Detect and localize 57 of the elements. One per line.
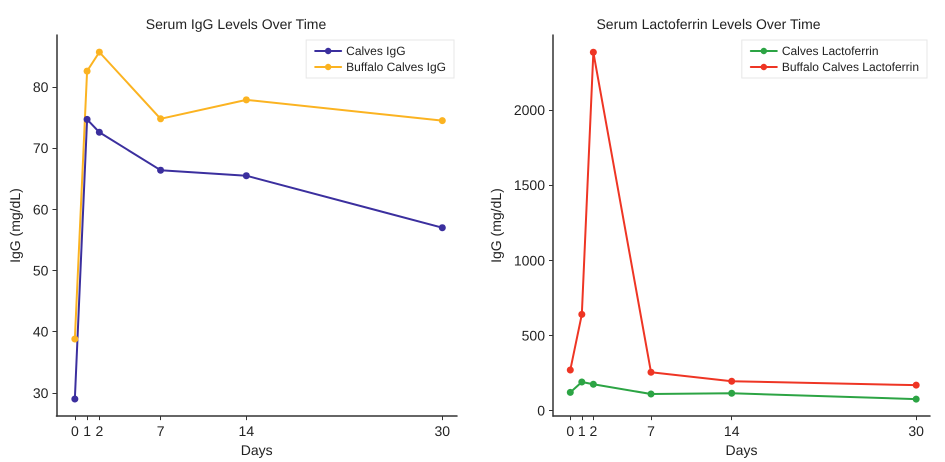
point: [578, 378, 586, 386]
x-tick-label: 14: [724, 423, 740, 440]
point: [71, 395, 78, 402]
point: [84, 68, 91, 75]
point: [566, 388, 574, 396]
point: [84, 116, 91, 123]
y-tick-label: 60: [32, 201, 49, 218]
x-tick-label: 0: [70, 423, 79, 440]
point: [590, 380, 597, 388]
x-tick-label: 7: [156, 423, 165, 440]
x-tick-label: 30: [908, 423, 924, 440]
legend-label: Calves Lactoferrin: [782, 44, 879, 58]
y-tick-label: 70: [32, 140, 49, 156]
x-tick-label: 2: [95, 423, 104, 440]
y-tick-label: 0: [537, 402, 546, 419]
y-tick-label: 2000: [514, 102, 546, 118]
y-tick-label: 1500: [514, 177, 546, 194]
x-axis-title: Days: [240, 442, 273, 458]
point: [912, 396, 920, 403]
point: [912, 382, 920, 389]
point: [242, 172, 250, 180]
legend-label: Calves IgG: [346, 44, 406, 58]
y-axis-title: IgG (mg/dL): [488, 188, 504, 263]
x-tick-label: 7: [647, 423, 656, 440]
point: [728, 390, 736, 397]
point: [728, 378, 736, 385]
y-tick-label: 1000: [514, 252, 546, 268]
y-tick-label: 500: [522, 327, 546, 344]
x-tick-label: 30: [434, 423, 450, 440]
point: [157, 115, 164, 122]
point: [438, 117, 446, 124]
x-tick-label: 14: [238, 423, 254, 440]
x-tick-label: 1: [83, 423, 92, 440]
point: [648, 390, 654, 398]
y-tick-label: 30: [32, 384, 49, 401]
x-tick-label: 2: [589, 423, 598, 440]
chart-title: Serum IgG Levels Over Time: [146, 16, 326, 32]
point: [438, 224, 446, 232]
point: [590, 48, 597, 56]
legend-label: Buffalo Calves Lactoferrin: [782, 60, 919, 74]
point: [648, 368, 654, 376]
x-axis-title: Days: [726, 442, 758, 458]
y-tick-label: 80: [32, 78, 49, 95]
chart-title: Serum Lactoferrin Levels Over Time: [596, 16, 821, 32]
point: [157, 166, 164, 174]
legend-label: Buffalo Calves IgG: [346, 60, 446, 74]
y-tick-label: 50: [32, 262, 49, 279]
point: [96, 48, 103, 56]
x-tick-label: 1: [578, 423, 586, 440]
point: [242, 96, 250, 104]
point: [96, 128, 103, 136]
point: [566, 366, 574, 374]
point: [578, 310, 586, 318]
y-axis-title: IgG (mg/dL): [7, 188, 23, 263]
point: [71, 336, 78, 343]
y-tick-label: 40: [32, 324, 49, 340]
x-tick-label: 0: [566, 423, 574, 440]
